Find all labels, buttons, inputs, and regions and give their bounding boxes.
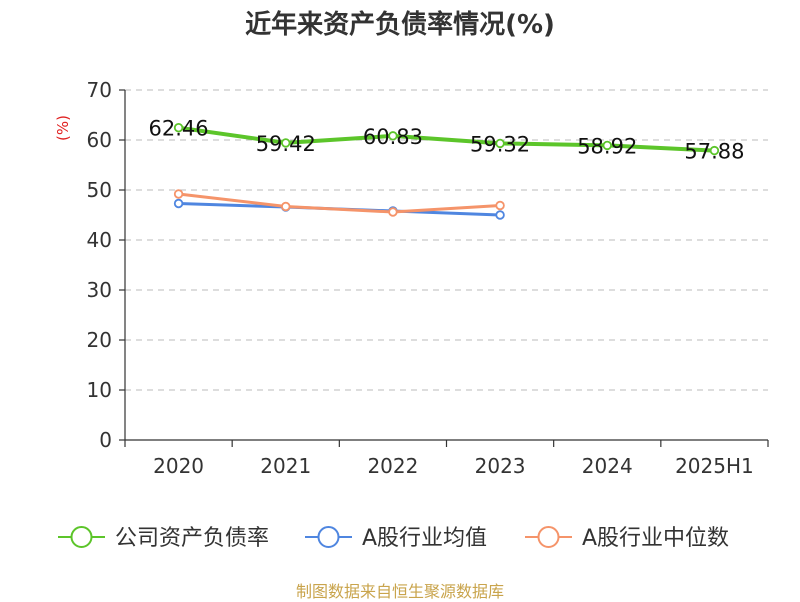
legend-label: 公司资产负债率 [115, 526, 269, 551]
data-label: 58.92 [577, 134, 637, 158]
data-point [173, 122, 184, 133]
data-label: 62.46 [149, 117, 209, 141]
data-label: 57.88 [684, 140, 744, 164]
legend-label: A股行业中位数 [582, 526, 729, 551]
y-tick-label: 10 [87, 378, 112, 402]
series-lines [173, 122, 720, 220]
data-point [495, 138, 505, 149]
y-tick-label: 60 [87, 128, 112, 152]
data-point [602, 140, 612, 151]
x-tick-label: 2022 [367, 454, 418, 478]
axes: 0 10 20 30 40 50 60 70 2020 2021 2022 2023 2024 2025H… [54, 78, 769, 478]
data-label: 60.83 [363, 125, 423, 149]
data-point [173, 189, 184, 199]
y-tick-label: 70 [87, 78, 112, 102]
y-tick-label: 40 [87, 228, 112, 252]
legend-marker [317, 526, 340, 548]
data-labels: 62.46 59.42 60.83 59.32 58.92 57.88 [149, 117, 745, 164]
data-point [388, 207, 398, 217]
source-note: 制图数据来自恒生聚源数据库 [295, 582, 504, 601]
data-point [495, 210, 505, 220]
legend-label: A股行业均值 [362, 526, 487, 551]
data-point [173, 198, 184, 209]
data-label: 59.42 [256, 132, 316, 156]
data-point [709, 145, 720, 156]
data-point [388, 131, 398, 141]
data-label: 59.32 [470, 132, 530, 156]
chart-title: 近年来资产负债率情况(%) [245, 10, 555, 40]
x-tick-label: 2023 [475, 454, 526, 478]
y-tick-label: 0 [99, 428, 112, 452]
legend-marker [70, 526, 93, 548]
data-point [281, 201, 291, 212]
series-line [177, 192, 502, 214]
x-tick-label: 2025H1 [675, 454, 754, 478]
legend-marker [537, 526, 560, 548]
y-axis-label: (%) [54, 115, 72, 141]
x-tick-label: 2024 [582, 454, 633, 478]
data-point [281, 138, 291, 148]
x-tick-label: 2020 [153, 454, 204, 478]
legend: 公司资产负债率 A股行业均值 A股行业中位数 [58, 526, 729, 551]
y-tick-label: 20 [87, 328, 112, 352]
y-tick-label: 30 [87, 278, 112, 302]
y-tick-label: 50 [87, 178, 112, 202]
x-tick-label: 2021 [260, 454, 311, 478]
data-point [495, 200, 505, 211]
series-line [176, 125, 717, 153]
